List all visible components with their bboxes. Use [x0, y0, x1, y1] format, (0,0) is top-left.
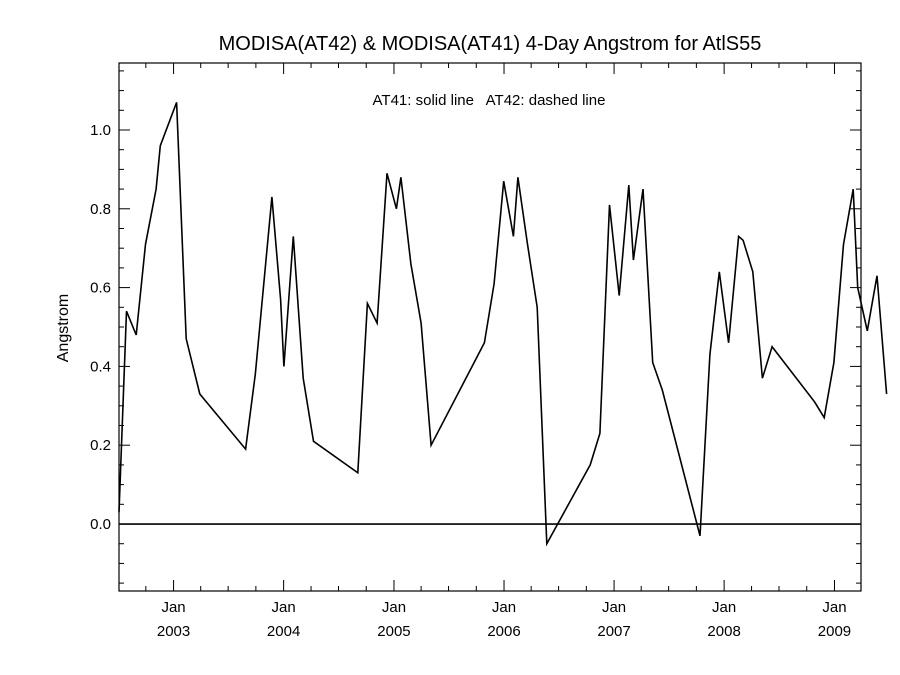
y-tick-label: 0.8	[90, 201, 111, 218]
x-tick-month-label: Jan	[382, 599, 406, 616]
x-tick-year-label: 2009	[818, 623, 851, 640]
plot-frame	[118, 62, 862, 592]
axis-ticks: 0.0 0.2 0.4 0.6 0.8 1.0 Jan 2003 Jan 2004 Jan 2005 J…	[90, 63, 861, 640]
y-tick-label: 0.4	[90, 358, 111, 375]
x-tick-year-label: 2004	[267, 623, 300, 640]
y-axis-label: Angstrom	[55, 294, 72, 362]
x-tick-month-label: Jan	[492, 599, 516, 616]
y-tick-label: 0.6	[90, 280, 111, 297]
x-tick-year-label: 2008	[707, 623, 740, 640]
series-line-at41	[118, 102, 888, 547]
x-tick-month-label: Jan	[161, 599, 185, 616]
x-tick-month-label: Jan	[822, 599, 846, 616]
x-tick-year-label: 2005	[377, 623, 410, 640]
x-tick-month-label: Jan	[272, 599, 296, 616]
x-tick-year-label: 2007	[597, 623, 630, 640]
x-tick-month-label: Jan	[712, 599, 736, 616]
legend-annotation: AT41: solid line AT42: dashed line	[373, 92, 606, 109]
y-tick-label: 0.0	[90, 516, 111, 533]
x-tick-month-label: Jan	[602, 599, 626, 616]
x-tick-year-label: 2006	[487, 623, 520, 640]
series-layer	[118, 102, 888, 547]
chart-title: MODISA(AT42) & MODISA(AT41) 4-Day Angstr…	[219, 33, 762, 55]
y-tick-label: 0.2	[90, 437, 111, 454]
x-tick-year-label: 2003	[157, 623, 190, 640]
y-tick-label: 1.0	[90, 122, 111, 139]
